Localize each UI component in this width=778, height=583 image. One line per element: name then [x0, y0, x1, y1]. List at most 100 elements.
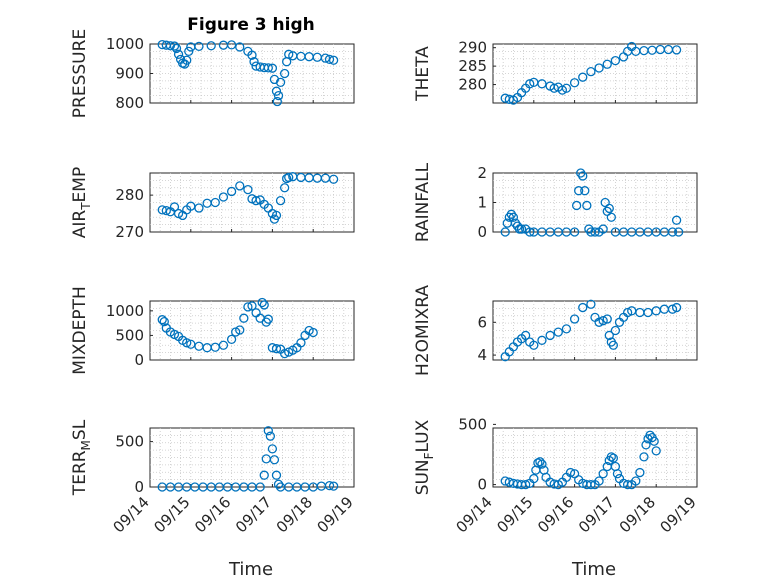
data-point [184, 46, 194, 57]
data-point [631, 476, 641, 486]
y-tick-label: 0 [477, 223, 487, 241]
x-axis-label-right: Time [571, 559, 616, 580]
panel-5: 4 6 H2OMIXRA [413, 285, 698, 376]
data-point [182, 338, 192, 348]
y-axis-label: MIXDEPTH [70, 286, 90, 375]
data-point [159, 316, 169, 327]
data-point [265, 431, 276, 441]
y-tick-label: 0 [134, 351, 144, 369]
panel-4: 0 500 1000 MIXDEPTH [70, 286, 355, 375]
data-point [210, 197, 220, 208]
data-point [182, 55, 192, 65]
data-point [500, 227, 510, 237]
data-point [667, 227, 678, 237]
y-tick-label: 285 [458, 57, 487, 75]
data-point [606, 452, 616, 462]
data-point [574, 186, 584, 196]
data-point [171, 43, 182, 54]
data-point [565, 467, 576, 478]
y-tick-label: 270 [115, 223, 144, 241]
data-point [263, 63, 273, 73]
data-point [602, 314, 612, 324]
data-point [594, 63, 604, 73]
data-point [671, 302, 682, 313]
data-point [525, 79, 535, 89]
data-point [529, 340, 539, 350]
data-point [649, 436, 659, 446]
data-point [535, 457, 545, 467]
data-point [508, 212, 519, 222]
y-axis-label: SUNFLUX [413, 419, 436, 495]
data-point [273, 90, 284, 101]
data-point [239, 313, 249, 323]
x-tick-label: 09/19 [657, 493, 700, 536]
y-axis-label: H2OMIXRA [413, 285, 433, 376]
data-point [667, 304, 678, 314]
data-point [610, 325, 621, 336]
data-point [598, 469, 608, 479]
x-tick-label: 09/19 [314, 493, 357, 536]
x-tick-label: 09/18 [273, 493, 316, 536]
data-point [580, 186, 590, 196]
data-point [194, 203, 204, 213]
data-point [608, 340, 619, 350]
data-point [263, 426, 273, 436]
data-point [272, 96, 282, 107]
y-axis-label: THETA [413, 46, 433, 102]
data-point [635, 467, 645, 478]
data-point [537, 335, 547, 345]
y-tick-label: 800 [115, 94, 144, 112]
panel-3: 0 1 2 RAINFALL [413, 162, 698, 242]
x-tick-label: 09/14 [110, 493, 153, 536]
y-tick-label: 280 [458, 76, 487, 94]
data-point [169, 202, 180, 212]
data-point [673, 227, 684, 237]
y-tick-label: 1 [477, 194, 487, 212]
x-tick-label: 09/14 [453, 493, 496, 536]
panel-2: 270 280 AIRTEMP [70, 167, 355, 241]
data-point [608, 453, 619, 463]
data-point [259, 470, 269, 480]
data-point [622, 307, 633, 318]
y-axis-label: PRESSURE [70, 29, 90, 118]
data-point [598, 224, 608, 234]
data-point [243, 184, 253, 195]
data-point [296, 338, 306, 348]
data-point [500, 476, 510, 486]
data-point [328, 55, 339, 65]
data-point [610, 55, 621, 66]
x-tick-label: 09/18 [616, 493, 659, 536]
data-point [226, 186, 237, 197]
data-point [545, 330, 555, 341]
data-point [271, 210, 282, 221]
data-point [279, 68, 290, 79]
y-tick-label: 2 [477, 164, 487, 182]
y-tick-label: 290 [458, 39, 487, 57]
data-point [612, 469, 623, 479]
data-point [251, 196, 261, 206]
data-point [569, 314, 580, 324]
data-point [267, 444, 278, 454]
y-tick-label: 1000 [106, 35, 144, 53]
data-point [578, 72, 588, 82]
data-point [586, 67, 596, 77]
y-tick-label: 500 [115, 433, 144, 451]
y-tick-label: 0 [134, 478, 144, 496]
data-point [516, 224, 527, 234]
data-point [257, 297, 267, 308]
data-point [267, 63, 278, 73]
data-point [328, 174, 339, 184]
data-point [263, 314, 273, 324]
data-point [218, 192, 229, 202]
data-point [641, 440, 651, 450]
data-point [259, 300, 269, 310]
data-point [249, 57, 259, 67]
data-point [169, 41, 180, 51]
data-point [561, 324, 572, 334]
data-point [324, 54, 335, 64]
data-point [273, 479, 284, 489]
data-point [671, 215, 682, 225]
